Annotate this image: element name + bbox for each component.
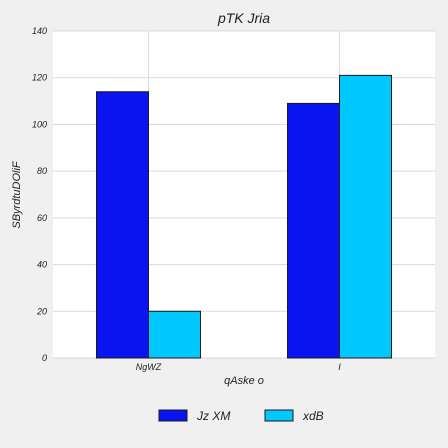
bars — [96, 74, 392, 359]
chart-title: pTK Jria — [217, 10, 270, 26]
x-tick-label: I — [338, 362, 341, 372]
y-tick-label: 20 — [36, 306, 47, 316]
bar — [96, 91, 149, 359]
y-tick-label: 140 — [32, 26, 47, 36]
x-axis-label: qAske o — [224, 375, 264, 387]
y-tick-label: 0 — [42, 353, 47, 363]
y-tick-label: 80 — [37, 166, 47, 176]
y-tick-label: 120 — [32, 73, 47, 83]
y-tick-label: 60 — [37, 213, 47, 223]
y-tick-label: 100 — [32, 119, 47, 129]
x-tick-label: NgWZ — [136, 362, 162, 372]
legend-label: Jz XM — [196, 409, 230, 423]
legend-swatch — [264, 409, 294, 422]
bar — [339, 74, 392, 359]
y-tick-labels: 0 20 40 60 80 100 120 140 — [32, 26, 47, 363]
legend-swatch — [158, 409, 188, 422]
x-tick-labels: NgWZ I — [136, 362, 341, 372]
legend: Jz XM xdB — [158, 409, 324, 423]
y-axis-label: SByrdtuDOliF — [11, 160, 23, 229]
legend-label: xdB — [302, 409, 324, 423]
y-tick-label: 40 — [37, 260, 47, 270]
bar — [287, 102, 340, 359]
bar — [148, 310, 201, 359]
